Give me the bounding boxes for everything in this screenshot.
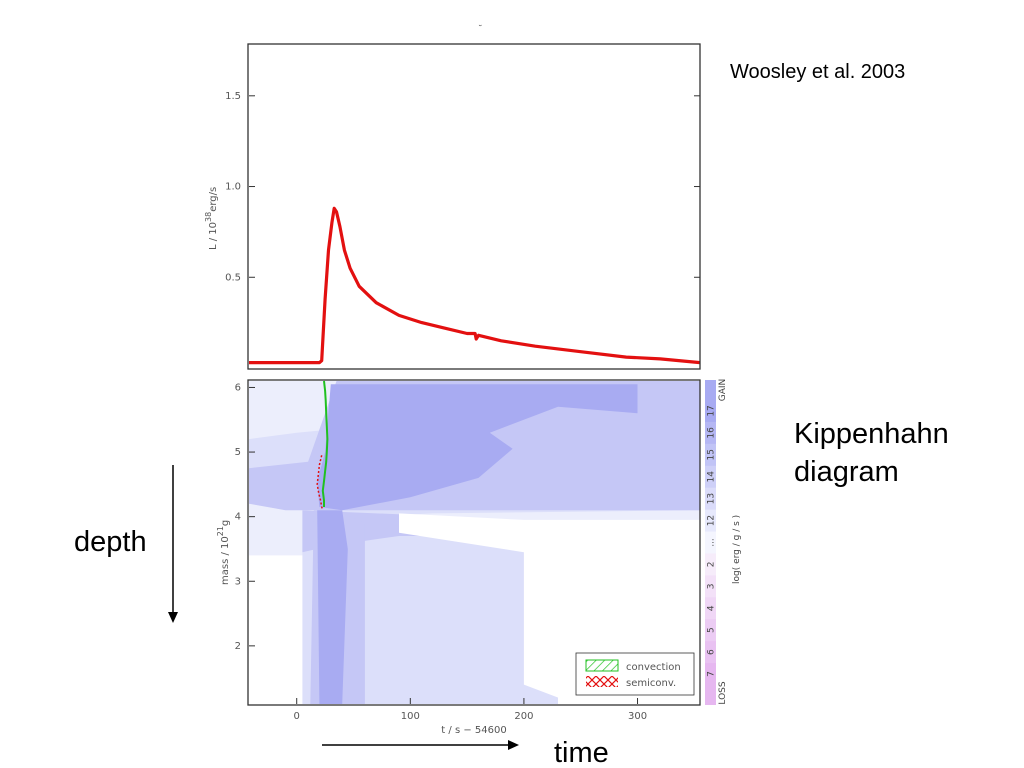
energy-region-dark [317, 510, 348, 704]
y-tick-label: 3 [235, 576, 241, 587]
luminosity-curve [249, 206, 701, 365]
colorbar-tick-label: 15 [707, 449, 717, 460]
depth-label: depth [74, 526, 147, 558]
y-tick-label: 1.5 [225, 91, 241, 102]
colorbar-tick-label: 12 [707, 515, 717, 526]
colorbar-swatch [705, 509, 716, 533]
colorbar-swatch [705, 575, 716, 598]
colorbar-tick-label: 5 [707, 627, 717, 633]
colorbar-loss-label: LOSS [718, 681, 728, 704]
kippenhahn-chart: 2 3 4 5 6 0 100 200 300 mass / 1021g t / s − 546… [216, 379, 742, 736]
energy-region-dark [317, 384, 638, 511]
depth-arrow-head [168, 612, 178, 623]
luminosity-y-label: L / 1038erg/s [204, 187, 219, 250]
colorbar-axis-label: log( erg / g / s ) [732, 515, 742, 584]
colorbar-gain-label: GAIN [718, 379, 728, 402]
y-tick-label: 2 [235, 641, 241, 652]
time-x-label: t / s − 54600 [441, 725, 506, 736]
colorbar-tick-label: 16 [707, 427, 717, 439]
colorbar-tick-label: 2 [707, 562, 717, 568]
header-mark: ˘ [478, 24, 483, 35]
legend-convection-label: convection [626, 662, 681, 673]
kippenhahn-ticks: 2 3 4 5 6 0 100 200 300 [235, 382, 647, 722]
y-tick-label: 5 [235, 447, 241, 458]
luminosity-chart: 0.5 1.0 1.5 L / 1038erg/s [204, 43, 701, 370]
convection-swatch [585, 659, 619, 672]
colorbar-tick-label: 17 [707, 405, 717, 416]
colorbar-tick-label: 7 [707, 671, 717, 677]
luminosity-y-ticks: 0.5 1.0 1.5 [225, 91, 700, 283]
colorbar-cap-bottom [705, 685, 716, 705]
colorbar-swatch [705, 421, 716, 445]
kippenhahn-label-line1: Kippenhahn [794, 418, 949, 450]
colorbar-tick-label: 14 [707, 471, 717, 483]
x-tick-label: 0 [294, 711, 300, 722]
y-tick-label: 4 [235, 512, 241, 523]
legend-semiconv-label: semiconv. [626, 678, 676, 689]
colorbar-swatch [705, 443, 716, 467]
colorbar-swatch [705, 597, 716, 620]
colorbar-tick-label: 4 [707, 605, 717, 611]
semiconv-swatch [586, 676, 618, 687]
y-tick-label: 6 [235, 382, 241, 393]
colorbar-tick-label: 13 [707, 493, 717, 504]
kippenhahn-label-line2: diagram [794, 456, 899, 488]
energy-regions [249, 381, 700, 704]
colorbar-swatch [705, 465, 716, 489]
colorbar-swatch [705, 553, 716, 576]
colorbar-swatch [705, 487, 716, 511]
heatmap-legend: convection semiconv. [575, 652, 695, 696]
colorbar-swatch [705, 400, 716, 423]
colorbar: 17 16 15 14 13 12... 2 3 4 5 6 7 GAIN LOSS [705, 379, 728, 705]
colorbar-swatch [705, 663, 716, 686]
x-tick-label: 300 [628, 711, 647, 722]
convection-zone [321, 380, 329, 507]
energy-region-light [302, 523, 558, 704]
luminosity-plot-frame [247, 43, 701, 370]
mass-y-label: mass / 1021g [216, 520, 231, 585]
y-tick-label: 1.0 [225, 182, 241, 193]
x-tick-label: 100 [401, 711, 420, 722]
kippenhahn-plot-frame [247, 379, 701, 706]
colorbar-tick-label: ... [707, 538, 717, 547]
citation: Woosley et al. 2003 [730, 61, 905, 83]
y-tick-label: 0.5 [225, 272, 241, 283]
time-arrow-head [508, 740, 519, 750]
colorbar-tick-label: 3 [707, 583, 717, 589]
colorbar-swatch [705, 531, 716, 554]
time-label: time [554, 737, 609, 768]
colorbar-tick-label: 6 [707, 649, 717, 655]
colorbar-swatch [705, 619, 716, 642]
x-tick-label: 200 [514, 711, 533, 722]
colorbar-cap-top [705, 380, 716, 400]
colorbar-swatch [705, 641, 716, 664]
